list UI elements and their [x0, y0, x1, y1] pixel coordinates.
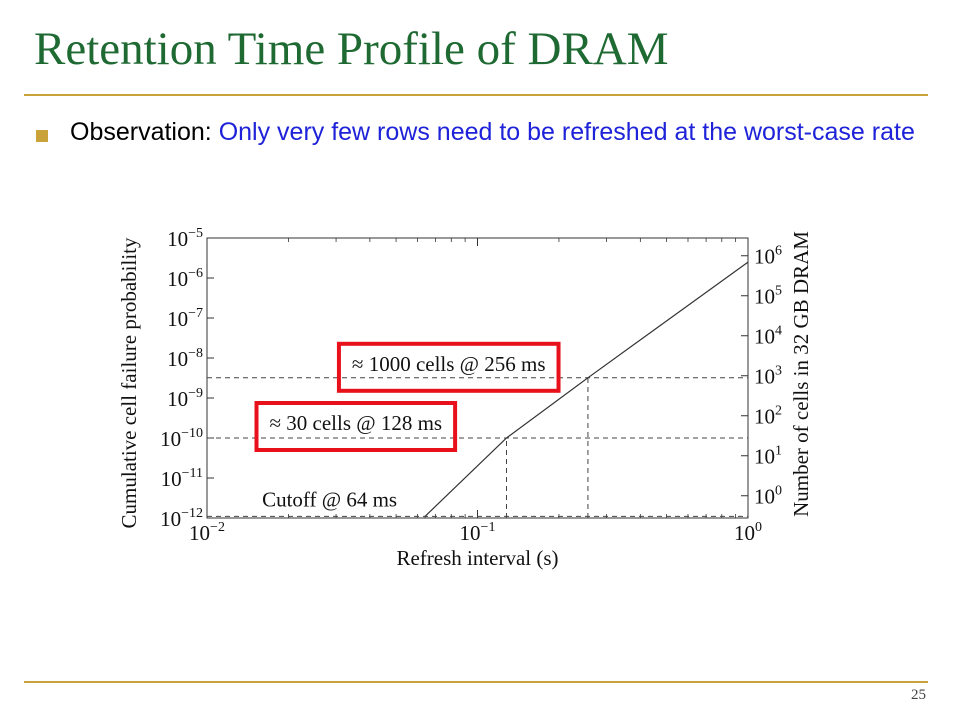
- y-tick-label: 10−9: [167, 386, 203, 411]
- y-right-tick-label: 101: [754, 444, 782, 469]
- annotation-label: ≈ 30 cells @ 128 ms: [270, 411, 443, 435]
- y-right-axis-title: Number of cells in 32 GB DRAM: [789, 231, 813, 517]
- slide-title: Retention Time Profile of DRAM: [34, 23, 669, 75]
- y-right-tick-label: 103: [754, 364, 782, 389]
- square-bullet-icon: [36, 130, 48, 142]
- bullet-text: Observation: Only very few rows need to …: [70, 116, 950, 149]
- y-tick-label: 10−7: [167, 306, 203, 331]
- y-tick-label: 10−8: [167, 346, 203, 371]
- x-axis-title: Refresh interval (s): [396, 546, 558, 570]
- title-divider: [24, 94, 928, 96]
- failure-probability-line: [424, 261, 749, 517]
- annotation-label: ≈ 1000 cells @ 256 ms: [352, 352, 546, 376]
- highlight-box: [254, 401, 458, 452]
- y-tick-label: 10−12: [160, 506, 203, 531]
- bullet-body: Only very few rows need to be refreshed …: [218, 118, 915, 146]
- y-tick-label: 10−11: [161, 466, 203, 491]
- bullet-label: Observation:: [70, 118, 219, 146]
- y-tick-label: 10−10: [160, 426, 203, 451]
- y-right-tick-label: 102: [754, 404, 782, 429]
- y-right-tick-label: 105: [754, 284, 782, 309]
- x-tick-label: 10−2: [189, 520, 225, 545]
- annotation-label: Cutoff @ 64 ms: [262, 487, 397, 511]
- x-tick-label: 10−1: [460, 520, 496, 545]
- x-tick-label: 100: [734, 520, 762, 545]
- y-tick-label: 10−5: [167, 226, 203, 251]
- y-tick-label: 10−6: [167, 266, 203, 291]
- y-axis-title: Cumulative cell failure probability: [117, 237, 141, 528]
- highlight-box: [336, 341, 561, 393]
- footer-divider: [24, 681, 928, 683]
- retention-time-chart: 10−2 10−1 100 10−5 10−6 10−7 10−8 10−9 10−10 10−1…: [117, 226, 813, 570]
- y-right-tick-label: 106: [754, 244, 782, 269]
- y-right-tick-label: 100: [754, 484, 782, 509]
- page-number: 25: [911, 687, 926, 703]
- y-right-tick-label: 104: [754, 324, 782, 349]
